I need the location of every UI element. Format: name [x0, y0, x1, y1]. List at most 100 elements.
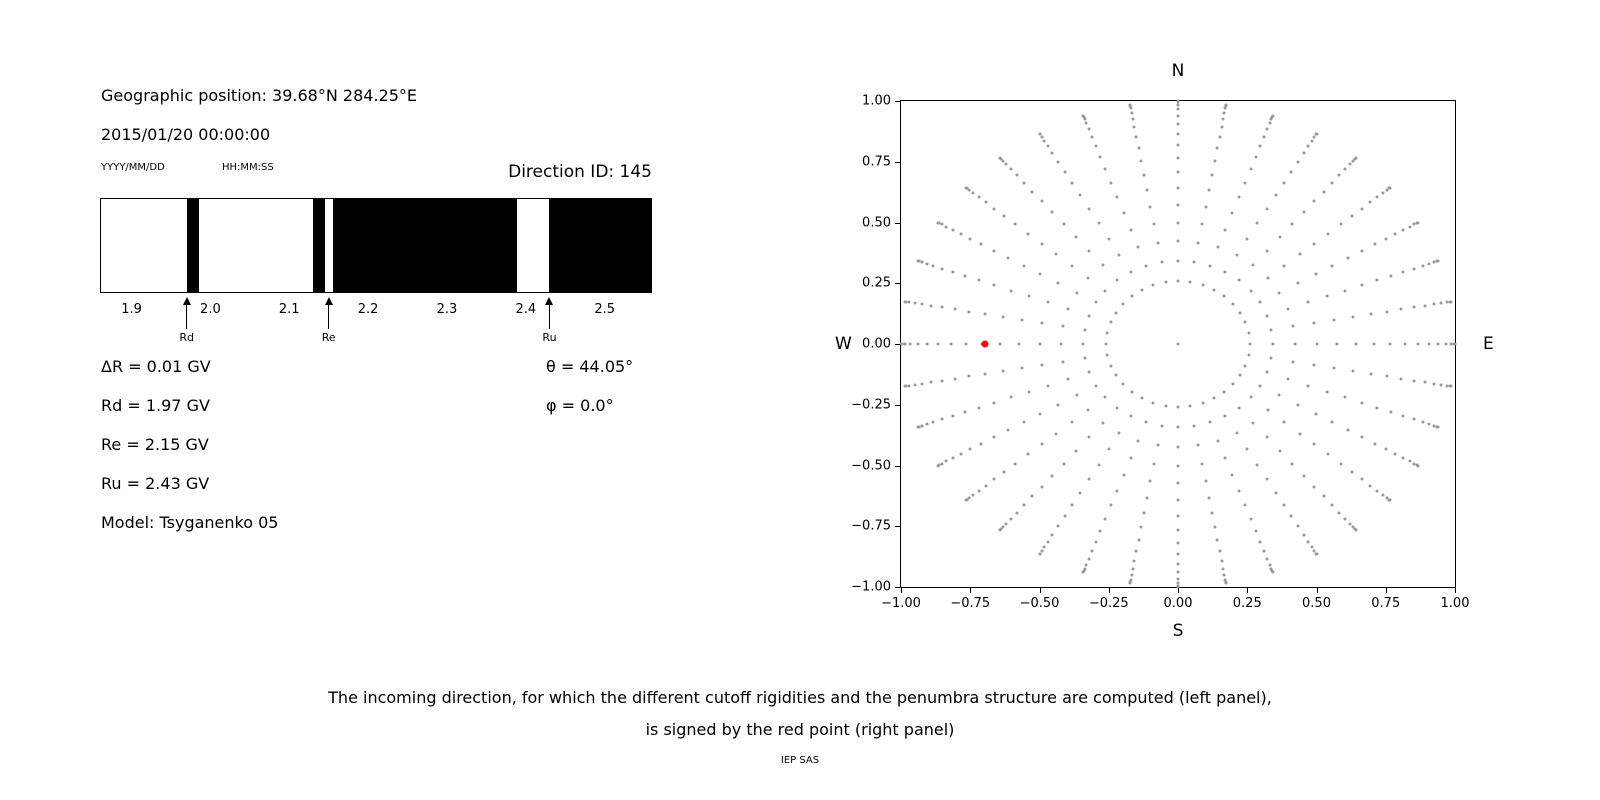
- direction-grid-dot: [1346, 428, 1350, 432]
- direction-grid-dot: [1220, 559, 1224, 563]
- direction-grid-dot: [1245, 237, 1249, 241]
- direction-grid-dot: [1351, 159, 1355, 163]
- direction-grid-dot: [1121, 302, 1125, 306]
- direction-grid-dot: [1249, 289, 1253, 293]
- direction-grid-dot: [1375, 278, 1379, 282]
- direction-grid-dot: [1040, 549, 1044, 553]
- direction-grid-dot: [1265, 127, 1269, 131]
- direction-grid-dot: [1098, 529, 1102, 533]
- direction-grid-dot: [1326, 232, 1330, 236]
- direction-grid-dot: [1360, 207, 1364, 211]
- direction-grid-dot: [936, 342, 940, 346]
- direction-grid-dot: [1312, 135, 1316, 139]
- direction-grid-dot: [1243, 320, 1247, 324]
- direction-grid-dot: [1020, 366, 1024, 370]
- direction-grid-dot: [1385, 496, 1389, 500]
- direction-grid-dot: [992, 207, 996, 211]
- direction-grid-dot: [1432, 382, 1436, 386]
- direction-grid-dot: [1325, 390, 1329, 394]
- direction-grid-dot: [940, 417, 944, 421]
- direction-grid-dot: [1078, 491, 1082, 495]
- direction-grid-dot: [1103, 517, 1107, 521]
- penumbra-markers: Rd Re Ru: [100, 297, 652, 347]
- direction-grid-dot: [1136, 439, 1140, 442]
- direction-grid-dot: [1129, 578, 1133, 582]
- direction-grid-dot: [1063, 170, 1067, 174]
- x-tick-mark: [1247, 588, 1249, 593]
- direction-grid-dot: [1001, 525, 1005, 529]
- direction-grid-dot: [1087, 477, 1091, 481]
- direction-grid-dot: [1368, 200, 1372, 204]
- direction-grid-dot: [1059, 342, 1063, 346]
- direction-grid-dot: [1337, 173, 1341, 177]
- re-text: Re = 2.15 GV: [101, 435, 209, 454]
- direction-grid-dot: [1009, 167, 1013, 171]
- direction-grid-dot: [1027, 294, 1031, 298]
- direction-grid-dot: [1070, 181, 1074, 185]
- direction-grid-dot: [1224, 103, 1228, 107]
- direction-grid-dot: [1354, 342, 1358, 346]
- direction-grid-dot: [1373, 442, 1376, 446]
- direction-grid-dot: [1042, 139, 1046, 143]
- direction-grid-dot: [1001, 159, 1005, 163]
- direction-grid-dot: [1001, 369, 1005, 373]
- direction-grid-dot: [963, 410, 967, 414]
- y-tick-mark: [895, 161, 900, 163]
- direction-grid-dot: [1061, 324, 1065, 328]
- direction-grid-dot: [1006, 428, 1010, 432]
- direction-grid-dot: [1062, 222, 1066, 226]
- direction-grid-dot: [925, 422, 929, 426]
- direction-grid-dot: [1384, 237, 1388, 241]
- direction-grid-dot: [1223, 414, 1227, 418]
- direction-grid-dot: [1368, 484, 1372, 488]
- direction-grid-dot: [1115, 489, 1119, 493]
- direction-grid-dot: [936, 464, 940, 467]
- direction-grid-dot: [1142, 511, 1146, 515]
- direction-grid-dot: [1221, 567, 1225, 571]
- direction-grid-dot: [1449, 300, 1453, 304]
- direction-grid-dot: [1221, 117, 1225, 121]
- direction-grid-dot: [1094, 144, 1098, 148]
- direction-grid-dot: [1389, 274, 1393, 278]
- direction-grid-dot: [1439, 301, 1443, 305]
- direction-grid-dot: [920, 302, 924, 306]
- direction-grid-dot: [1087, 314, 1091, 318]
- direction-grid-dot: [1385, 310, 1389, 314]
- direction-grid-dot: [1296, 403, 1300, 407]
- direction-grid-dot: [1070, 264, 1074, 268]
- direction-grid-dot: [1002, 214, 1006, 218]
- y-tick-mark: [895, 283, 900, 285]
- direction-grid-dot: [1231, 382, 1235, 386]
- direction-grid-dot: [1248, 342, 1252, 346]
- direction-center-dot: [1176, 342, 1180, 346]
- x-tick-label: −0.25: [1088, 596, 1129, 611]
- direction-grid-dot: [1335, 342, 1339, 346]
- direction-grid-dot: [903, 300, 907, 304]
- direction-grid-dot: [1351, 315, 1355, 319]
- direction-grid-dot: [1050, 210, 1054, 214]
- direction-grid-dot: [1066, 377, 1070, 381]
- direction-grid-dot: [1046, 300, 1050, 304]
- direction-grid-dot: [998, 156, 1002, 160]
- x-tick-label: 0.50: [1302, 596, 1331, 611]
- direction-grid-dot: [1152, 462, 1156, 466]
- direction-grid-dot: [1254, 529, 1258, 533]
- direction-grid-dot: [1176, 114, 1180, 118]
- direction-grid-dot: [1109, 364, 1113, 367]
- direction-grid-dot: [1312, 485, 1316, 489]
- direction-grid-dot: [1204, 205, 1208, 209]
- direction-grid-dot: [1128, 103, 1132, 107]
- direction-grid-dot: [1042, 545, 1046, 549]
- direction-grid-dot: [1066, 307, 1070, 311]
- penumbra-tick-label: 2.5: [594, 302, 616, 317]
- direction-grid-dot: [1094, 300, 1098, 304]
- y-tick-mark: [895, 465, 900, 467]
- direction-grid-dot: [1015, 511, 1019, 515]
- y-tick-label: 0.75: [862, 154, 891, 170]
- direction-grid-dot: [1282, 420, 1286, 424]
- up-arrow-icon: [545, 297, 554, 305]
- direction-grid-dot: [1258, 144, 1262, 148]
- direction-grid-dot: [1262, 549, 1266, 553]
- direction-grid-dot: [931, 264, 935, 268]
- direction-grid-dot: [998, 528, 1002, 532]
